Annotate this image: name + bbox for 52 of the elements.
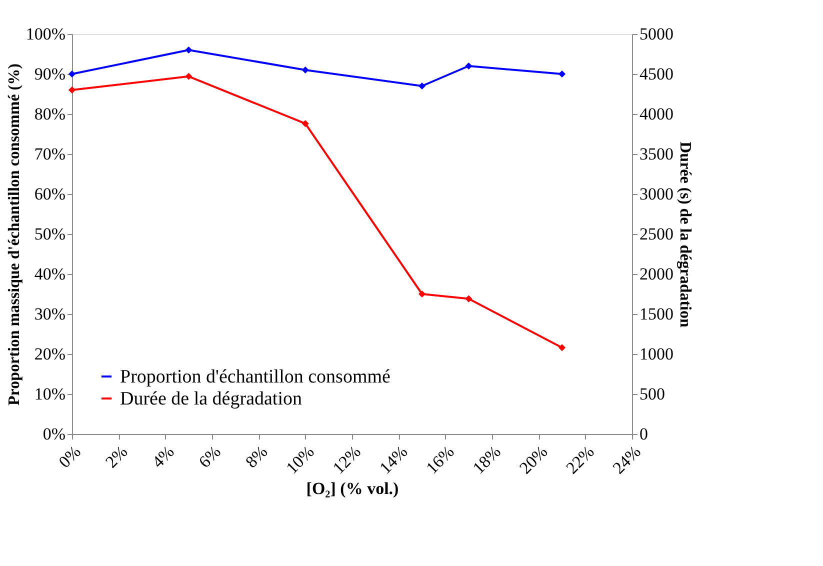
y-tick-label: 20% <box>34 344 66 364</box>
point <box>302 120 309 128</box>
y-tick-label: 0% <box>42 424 66 444</box>
y-tick-label: 60% <box>34 184 66 204</box>
x-tick-label: 24% <box>609 442 645 478</box>
x-tick-label: 20% <box>516 442 552 478</box>
x-tick-label: 12% <box>329 442 365 478</box>
x-tick-label: 2% <box>102 442 132 472</box>
x-tick-label: 4% <box>148 442 178 472</box>
y-tick-label: 80% <box>34 104 66 124</box>
point <box>465 62 472 70</box>
legend-label: Durée de la dégradation <box>120 388 302 410</box>
point <box>185 72 192 80</box>
y-tick-label: 70% <box>34 144 66 164</box>
y-tick-label: 100% <box>26 24 66 44</box>
y2-tick-label: 0 <box>640 424 648 444</box>
x-tick-label: 10% <box>282 442 318 478</box>
y2-tick-label: 2000 <box>640 264 674 284</box>
y2-tick-label: 4500 <box>640 64 674 84</box>
y2-tick-label: 3500 <box>640 144 674 164</box>
x-tick-label: 16% <box>422 442 458 478</box>
y-tick-label: 40% <box>34 264 66 284</box>
x-tick-label: 14% <box>376 442 412 478</box>
y2-tick-label: 500 <box>640 384 665 404</box>
x-axis-title: [O₂] (% vol.) <box>306 478 399 498</box>
y2-axis-title: Durée (s) de la dégradation <box>676 142 694 328</box>
point <box>185 46 192 54</box>
point <box>302 66 309 74</box>
y-tick-label: 10% <box>34 384 66 404</box>
point <box>418 82 426 90</box>
point <box>465 295 472 302</box>
y2-tick-label: 3000 <box>640 184 674 204</box>
x-tick-label: 6% <box>195 442 225 472</box>
point <box>558 70 566 78</box>
point <box>418 290 426 298</box>
y-tick-label: 90% <box>34 64 66 84</box>
y-tick-label: 30% <box>34 304 66 324</box>
y2-tick-label: 5000 <box>640 24 674 44</box>
point <box>558 344 566 352</box>
y-axis-title: Proportion massique d'échantillon consommé (%) <box>6 64 23 406</box>
x-tick-label: 22% <box>562 442 598 478</box>
point <box>68 86 76 94</box>
y2-tick-label: 4000 <box>640 104 674 124</box>
y-tick-label: 50% <box>34 224 66 244</box>
y2-tick-label: 1500 <box>640 304 674 324</box>
legend-label: Proportion d'échantillon consommé <box>120 366 390 388</box>
y2-tick-label: 1000 <box>640 344 674 364</box>
y2-tick-label: 2500 <box>640 224 674 244</box>
x-tick-label: 8% <box>242 442 272 472</box>
x-tick-label: 0% <box>55 442 85 472</box>
x-tick-label: 18% <box>469 442 505 478</box>
point <box>68 70 76 78</box>
